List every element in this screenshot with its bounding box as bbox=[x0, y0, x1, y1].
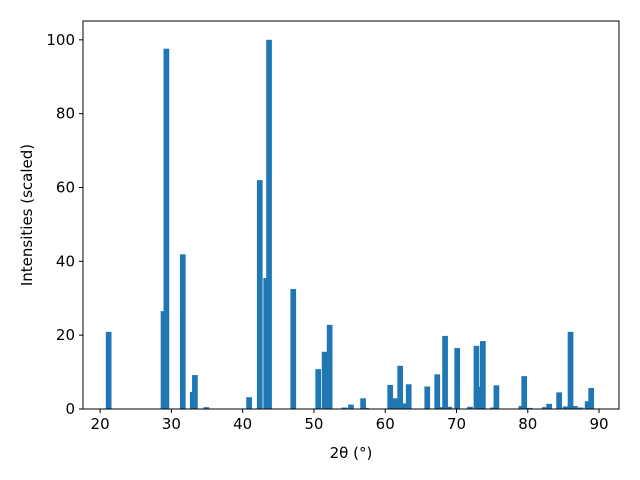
x-tick-label: 30 bbox=[162, 415, 181, 433]
bar bbox=[179, 254, 186, 409]
bar bbox=[493, 385, 500, 409]
x-tick-label: 60 bbox=[376, 415, 395, 433]
bar bbox=[546, 403, 552, 409]
bar bbox=[562, 406, 569, 409]
bar bbox=[160, 311, 167, 409]
bar bbox=[473, 345, 480, 409]
x-tick-label: 70 bbox=[447, 415, 466, 433]
bar bbox=[477, 386, 483, 409]
y-axis-label: Intensities (scaled) bbox=[18, 144, 36, 286]
bar bbox=[321, 351, 328, 409]
bar bbox=[401, 403, 408, 409]
y-tick-label: 60 bbox=[56, 178, 75, 196]
bar bbox=[246, 397, 252, 409]
bar bbox=[387, 385, 394, 409]
bar bbox=[571, 406, 578, 409]
bar bbox=[348, 404, 354, 409]
bar bbox=[341, 407, 348, 409]
x-tick-label: 90 bbox=[589, 415, 608, 433]
x-tick-label: 40 bbox=[233, 415, 252, 433]
bar bbox=[290, 289, 297, 409]
y-tick-label: 80 bbox=[56, 105, 75, 123]
y-tick-label: 0 bbox=[65, 400, 75, 418]
bar bbox=[434, 374, 441, 409]
bar bbox=[192, 375, 198, 409]
bar bbox=[256, 180, 263, 409]
x-tick-label: 80 bbox=[518, 415, 537, 433]
bar bbox=[577, 407, 584, 409]
bar bbox=[454, 348, 461, 409]
bar bbox=[392, 398, 399, 409]
bar bbox=[542, 407, 548, 409]
bar bbox=[567, 331, 574, 409]
bar bbox=[326, 324, 333, 409]
bar bbox=[521, 376, 528, 409]
plot-frame bbox=[82, 20, 620, 410]
bar bbox=[584, 401, 591, 409]
bar bbox=[556, 392, 562, 409]
bar bbox=[588, 387, 595, 409]
bar bbox=[442, 335, 448, 409]
bar bbox=[163, 48, 170, 409]
bar bbox=[480, 341, 486, 409]
bar bbox=[424, 386, 431, 409]
x-tick-label: 50 bbox=[304, 415, 323, 433]
bar bbox=[446, 406, 453, 409]
bar bbox=[405, 384, 412, 409]
bar bbox=[489, 407, 496, 409]
x-tick-label: 20 bbox=[91, 415, 110, 433]
bar bbox=[397, 365, 404, 409]
bar bbox=[266, 39, 272, 409]
bar bbox=[437, 407, 444, 409]
y-tick-label: 20 bbox=[56, 326, 75, 344]
bar bbox=[360, 398, 366, 409]
bar bbox=[467, 406, 473, 409]
bar bbox=[363, 407, 369, 409]
bar bbox=[203, 407, 210, 409]
y-tick-label: 40 bbox=[56, 252, 75, 270]
bar bbox=[527, 407, 533, 409]
bar bbox=[105, 331, 112, 409]
bar bbox=[315, 369, 322, 409]
y-tick-label: 100 bbox=[46, 31, 75, 49]
x-axis-label: 2θ (°) bbox=[330, 444, 373, 462]
